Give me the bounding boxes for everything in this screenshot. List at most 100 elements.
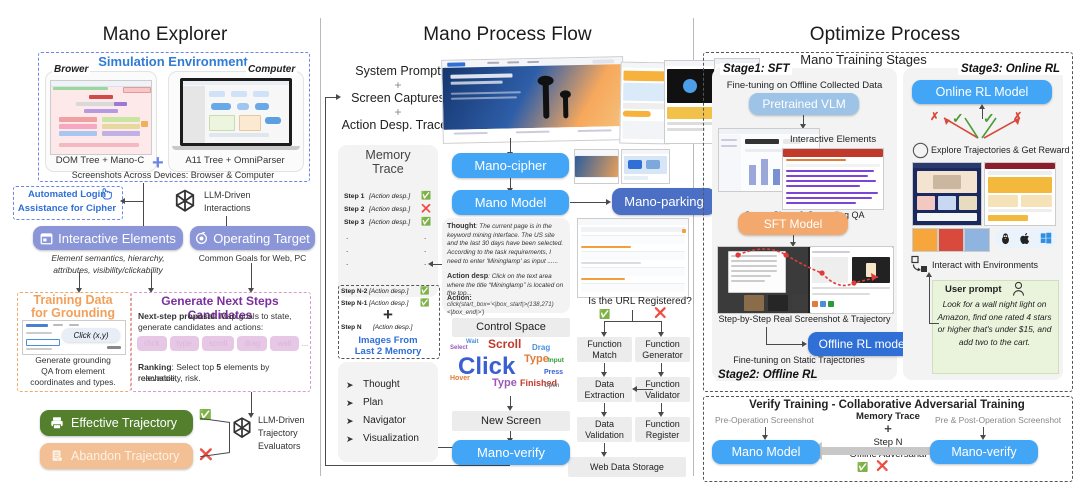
action-pill-drag[interactable]: drag	[237, 336, 268, 351]
arrowhead-login-connector	[120, 198, 125, 204]
thought-panel	[442, 218, 570, 313]
mano-cipher-pill[interactable]: Mano-cipher	[452, 153, 569, 178]
effective-trajectory-pill[interactable]: Effective Trajectory	[40, 410, 193, 436]
divider-left	[320, 18, 321, 476]
input-plus-2: +	[394, 105, 402, 119]
operating-target-sub1: Common Goals for Web, PC	[198, 253, 307, 263]
mano-verify-pill[interactable]: Mano-verify	[452, 440, 570, 465]
action-desp-block: Action desp: Click on the text area wher…	[447, 271, 567, 299]
url-branch-left	[604, 321, 606, 334]
ranking-label: Ranking	[138, 362, 172, 372]
arrowhead-memory-in	[428, 261, 433, 267]
verify-mano-model-pill[interactable]: Mano Model	[712, 440, 820, 464]
mano-parking-pill[interactable]: Mano-parking	[612, 188, 716, 215]
operating-target-pill[interactable]: Operating Target	[190, 226, 315, 250]
arrowhead-stage2-to-offline	[802, 341, 807, 347]
node-data-extraction: Data Extraction	[577, 377, 632, 402]
memory-dots-right-1: .	[424, 232, 427, 241]
arrow-fv-fr	[661, 403, 663, 414]
offline-rl-model-pill[interactable]: Offline RL model	[808, 332, 918, 356]
arrow-memory-in	[432, 264, 444, 266]
abandon-trajectory-label: Abandon Trajectory	[71, 449, 180, 463]
bullet-marker-thought: ➤	[346, 380, 354, 390]
feedback-loop-bottom	[325, 465, 510, 467]
evaluators-line1: LLM-Driven	[258, 415, 305, 425]
training-stages-box	[703, 52, 1073, 392]
word-open: Input	[548, 357, 564, 364]
action-pill-type[interactable]: type	[169, 336, 199, 351]
simulation-environment-box	[38, 52, 310, 182]
user-prompt-note	[932, 280, 1059, 374]
arrowhead-fv-fr	[658, 412, 664, 417]
interactive-elements-sub1: Element semantics, hierarchy,	[51, 253, 165, 263]
word-scroll: Scroll	[488, 337, 522, 351]
browser-screenshot	[50, 80, 152, 155]
stage3-mark-1: ✓	[952, 110, 964, 126]
memory-dots-right-3: .	[424, 258, 427, 267]
user-prompt-text: Look for a wall night light on Amazon, f…	[937, 299, 1052, 347]
images-from-line1: Images From	[358, 335, 418, 346]
browser-tab-label: Brower	[52, 64, 91, 75]
apple-icon	[1020, 232, 1030, 244]
arrowhead-de-dv	[601, 412, 607, 417]
stage3-mark-2: ✓	[983, 110, 995, 126]
thought-block: Thought: The current page is in the keyw…	[447, 221, 567, 266]
memory-step-3-desc: [Action desp.]	[369, 219, 411, 226]
arrow-ot-to-gn	[251, 263, 253, 289]
automated-login-line1: Automated Login	[27, 189, 107, 200]
stage2-trajectory-screenshot	[717, 246, 894, 314]
action-pill-click[interactable]: click	[137, 336, 167, 351]
images-from-last-2-memory-box	[338, 285, 440, 359]
openai-logo-icon-evaluator	[233, 417, 251, 439]
thought-text: : The current page is in the keyword min…	[447, 223, 564, 265]
verify-right-caption: Pre & Post-Operation Screenshot	[935, 415, 1062, 425]
simulation-environment-title: Simulation Environment	[98, 54, 248, 69]
verify-plus: +	[884, 421, 892, 436]
arrow-verify-left	[765, 427, 767, 437]
verify-mano-verify-pill[interactable]: Mano-verify	[930, 440, 1038, 464]
offline-rl-model-label: Offline RL model	[818, 337, 908, 351]
pretrained-vlm-pill[interactable]: Pretrained VLM	[749, 93, 859, 115]
interactive-elements-sub2: attributes, visibility/clickability	[53, 265, 163, 275]
word-click: Click	[458, 353, 516, 380]
training-data-title2: for Grounding	[30, 306, 115, 320]
ranking-num: 5	[216, 362, 222, 372]
next-step-proposal-line: Next-step proposal: Map goals to state,	[138, 311, 308, 322]
click-callout: Click (x,y)	[62, 328, 120, 342]
action-label: Action:	[447, 293, 472, 302]
arrowhead-feedback	[336, 94, 341, 100]
arrow-fv-de	[637, 389, 653, 391]
action-pill-wait[interactable]: wait	[270, 336, 299, 351]
verify-mano-model-label: Mano Model	[731, 445, 801, 459]
mano-model-pill[interactable]: Mano Model	[452, 190, 569, 215]
input-plus-1: +	[394, 78, 402, 92]
memory-dots-left-2: .	[346, 245, 349, 254]
stage2-caption: Step-by-Step Real Screenshot & Trajector…	[718, 314, 891, 324]
effective-check-mark: ✅	[199, 410, 212, 421]
arrowhead-gn-to-eval	[248, 413, 254, 418]
word-wait: Wait	[466, 339, 479, 345]
images-from-line2: Last 2 Memory	[354, 346, 422, 357]
action-pill-scroll[interactable]: scroll	[201, 336, 235, 351]
memory-step-n-desc: [Action desp.]	[373, 324, 413, 331]
operating-target-label: Operating Target	[213, 230, 310, 246]
verify-memory-trace: Memory Trace	[856, 411, 920, 422]
arrow-input-to-cipher	[510, 138, 512, 153]
interactive-elements-pill[interactable]: Interactive Elements	[33, 226, 183, 250]
sft-model-pill[interactable]: SFT Model	[738, 212, 848, 235]
cipher-thumb-1	[574, 149, 619, 184]
arrowhead-prompt	[926, 272, 932, 277]
word-type-2: Type	[492, 377, 517, 389]
arrow-prompt-to-note	[929, 323, 939, 325]
action-pill-more: ...	[301, 339, 309, 348]
document-reject-icon	[52, 450, 63, 462]
arrow-prompt-stem	[929, 276, 931, 324]
memory-dots-left-1: .	[346, 232, 349, 241]
llm-driven-line2: Interactions	[204, 203, 251, 213]
abandon-trajectory-pill[interactable]: Abandon Trajectory	[40, 443, 193, 469]
memory-step-n1-name: Step N-1	[341, 300, 368, 307]
online-rl-model-pill[interactable]: Online RL Model	[912, 80, 1052, 104]
computer-tab-label: Computer	[246, 64, 298, 75]
node-function-generator: Function Generator	[635, 337, 690, 362]
memory-dots-left-3: .	[346, 258, 349, 267]
